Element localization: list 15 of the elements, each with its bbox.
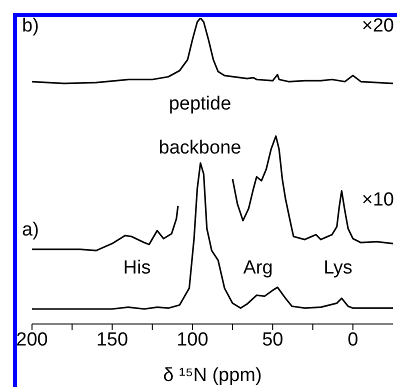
annotation: peptide (168, 94, 232, 114)
x-tick-label: 100 (176, 329, 208, 350)
annotation: His (123, 258, 151, 278)
x-tick-label: 0 (348, 329, 358, 350)
annotation: Lys (324, 258, 352, 278)
annotation: backbone (158, 138, 242, 158)
x-tick-label: 150 (96, 329, 128, 350)
x-tick-label: 50 (262, 329, 284, 350)
x-axis-title: δ ¹⁵N (ppm) (163, 365, 262, 386)
x-tick-label: 200 (16, 329, 48, 350)
annotation: ×10 (362, 190, 394, 210)
annotation: ×20 (362, 16, 394, 36)
annotation: a) (22, 220, 39, 240)
annotation: Arg (243, 258, 273, 278)
annotation: b) (22, 16, 39, 36)
